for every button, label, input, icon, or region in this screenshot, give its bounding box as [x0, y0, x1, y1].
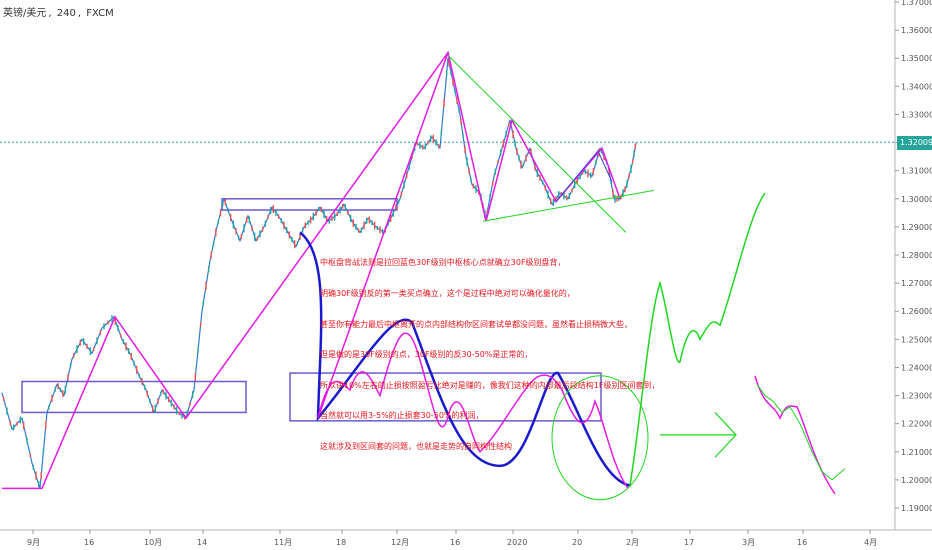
y-tick-label: 1.23000	[901, 392, 932, 401]
zigzag-line	[2, 50, 621, 490]
x-tick-label: 2月	[626, 538, 639, 547]
trendline-lower	[482, 189, 655, 222]
y-tick-label: 1.20000	[901, 476, 932, 485]
x-tick-label: 2020	[507, 538, 527, 547]
x-tick-label: 14	[197, 538, 207, 547]
pivot-box-projection	[289, 372, 602, 422]
rally-projection	[629, 192, 766, 486]
y-tick-label: 1.36000	[901, 26, 932, 35]
annotation-line: 中枢盘背战法则是拉回蓝色30F级别中枢核心点就确立30F级别盘背，	[320, 258, 566, 268]
y-tick-label: 1.24000	[901, 363, 932, 372]
trendline-upper	[447, 55, 627, 233]
x-tick-label: 20	[572, 538, 582, 547]
annotation-line: 所以讲10%左右的止损按照盈亏比绝对是赚的，像我们这种的内部最后段结构1F级别区…	[320, 380, 660, 390]
x-tick-label: 9月	[27, 538, 40, 547]
x-tick-label: 16	[797, 538, 807, 547]
y-tick-label: 1.19000	[901, 504, 932, 513]
x-tick-label: 4月	[864, 538, 877, 547]
x-tick-label: 10月	[144, 538, 162, 547]
pivot-box-middle	[221, 198, 398, 211]
y-tick-label: 1.30000	[901, 195, 932, 204]
annotation-line: 但是做的是30F级别的点，30F级别的反30-50%是正常的，	[320, 350, 533, 360]
diagonal-down-line	[317, 52, 449, 419]
y-tick-label: 1.21000	[901, 448, 932, 457]
annotation-line: 明确30F级别反的第一类买点确立，这个是过程中绝对可以确化量化的，	[320, 289, 575, 299]
y-tick-label: 1.31000	[901, 167, 932, 176]
x-tick-label: 11月	[274, 538, 292, 547]
x-tick-label: 16	[450, 538, 460, 547]
annotation-line: 甚至你有能力最后中枢离开的点内部结构你区间套试单都没问题，虽然看止损稍微大些，	[320, 319, 632, 329]
x-tick-label: 12月	[391, 538, 409, 547]
y-tick-label: 1.33000	[901, 110, 932, 119]
symbol-label: 英镑/美元	[3, 8, 47, 19]
y-tick-label: 1.35000	[901, 54, 932, 63]
x-tick-label: 3月	[742, 538, 755, 547]
annotation-line: 这就涉及到区间套的问题，也就是走势的自同构性结构	[320, 442, 512, 452]
y-tick-label: 1.27000	[901, 279, 932, 288]
wave-projection	[317, 332, 629, 489]
x-tick-label: 17	[684, 538, 694, 547]
last-price-tag: 1.32009	[897, 136, 932, 150]
detail-zigzag	[754, 375, 836, 495]
chart-header: 英镑/美元, 240, FXCM	[3, 8, 114, 19]
y-tick-label: 1.37000	[901, 0, 932, 7]
projection-curve	[299, 231, 631, 487]
annotation-line: 当然就可以用3-5%的止损套30-50%的利润，	[320, 411, 484, 421]
arrow-right-icon	[660, 412, 737, 458]
x-tick-label: 16	[84, 538, 94, 547]
y-tick-label: 1.29000	[901, 223, 932, 232]
y-tick-label: 1.34000	[901, 82, 932, 91]
y-tick-label: 1.25000	[901, 335, 932, 344]
x-tick-label: 18	[336, 538, 346, 547]
interval-label: 240	[56, 8, 76, 19]
annotation-note: 中枢盘背战法则是拉回蓝色30F级别中枢核心点就确立30F级别盘背， 明确30F级…	[320, 238, 659, 473]
source-label: FXCM	[86, 8, 114, 19]
channel-line	[555, 150, 613, 202]
y-tick-label: 1.28000	[901, 251, 932, 260]
pivot-box-left	[21, 380, 247, 414]
y-tick-label: 1.22000	[901, 420, 932, 429]
y-tick-label: 1.26000	[901, 307, 932, 316]
highlight-circle	[551, 375, 649, 501]
detail-green-line	[756, 384, 846, 481]
